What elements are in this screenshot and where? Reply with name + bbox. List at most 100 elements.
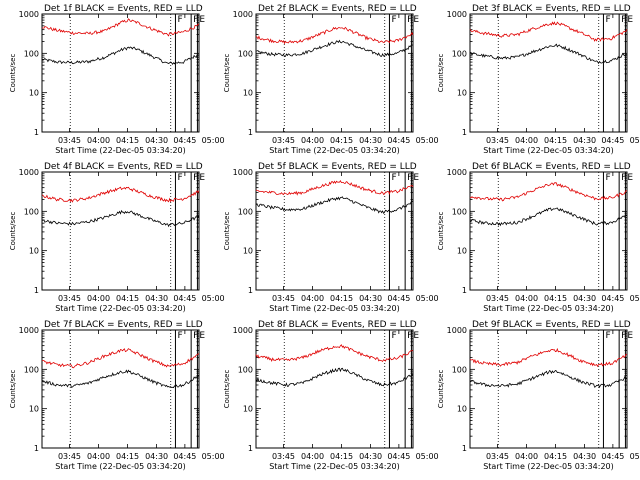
x-tick-label: 05:00 [202, 452, 225, 461]
detector-panel-4: Det 4f BLACK = Events, RED = LLD 1 10 100 10… [9, 162, 225, 313]
event-marker-label: F [621, 173, 626, 183]
x-tick-label: 05:00 [202, 136, 225, 145]
x-tick-label: 05:00 [630, 294, 640, 303]
y-tick-label: 10 [457, 247, 467, 256]
series-line-lld [41, 348, 200, 369]
y-tick-label: 1 [462, 444, 467, 453]
plot-frame [255, 329, 414, 449]
y-tick-label: 10 [29, 247, 39, 256]
x-tick-label: 04:00 [301, 294, 324, 303]
plot-frame [469, 329, 628, 449]
series-line-events [41, 369, 200, 389]
plot-frame [41, 171, 200, 291]
event-marker-label: E [413, 173, 419, 183]
x-tick-label: 03:45 [58, 136, 81, 145]
series-line-lld [469, 182, 628, 202]
plot-frame [41, 329, 200, 449]
x-axis-label: Start Time (22-Dec-05 03:34:20) [55, 462, 186, 471]
y-tick-label: 1 [34, 286, 39, 295]
x-axis-label: Start Time (22-Dec-05 03:34:20) [269, 462, 400, 471]
y-axis-label: Counts/sec [223, 212, 231, 251]
y-axis-label: Counts/sec [223, 54, 231, 93]
x-tick-label: 03:45 [486, 294, 509, 303]
y-tick-label: 10 [243, 247, 253, 256]
x-axis-label: Start Time (22-Dec-05 03:34:20) [483, 304, 614, 313]
detector-panel-7: Det 7f BLACK = Events, RED = LLD 1 10 100 10… [9, 320, 225, 471]
panel-title: Det 9f BLACK = Events, RED = LLD [472, 320, 631, 330]
x-tick-label: 04:45 [173, 452, 196, 461]
y-tick-label: 1 [462, 286, 467, 295]
detector-panel-6: Det 6f BLACK = Events, RED = LLD 1 10 100 10… [437, 162, 640, 313]
x-tick-label: 04:15 [116, 136, 139, 145]
plot-frame [255, 13, 414, 133]
panel-title: Det 6f BLACK = Events, RED = LLD [472, 162, 631, 172]
event-marker-label: F [605, 331, 610, 341]
x-tick-label: 04:15 [544, 136, 567, 145]
y-tick-label: 100 [24, 49, 39, 58]
y-tick-label: 100 [452, 49, 467, 58]
x-tick-label: 04:15 [544, 452, 567, 461]
x-axis-label: Start Time (22-Dec-05 03:34:20) [483, 462, 614, 471]
series-line-events [469, 43, 628, 65]
panel-title: Det 1f BLACK = Events, RED = LLD [44, 4, 203, 14]
y-tick-label: 10 [29, 89, 39, 98]
x-tick-label: 04:30 [145, 136, 168, 145]
x-tick-label: 05:00 [202, 294, 225, 303]
x-tick-label: 04:45 [601, 136, 624, 145]
event-marker-label: E [199, 173, 205, 183]
event-marker-label: F [193, 331, 198, 341]
x-tick-label: 05:00 [416, 136, 439, 145]
x-tick-label: 05:00 [416, 452, 439, 461]
y-tick-label: 1000 [19, 10, 39, 19]
y-tick-label: 100 [24, 207, 39, 216]
x-tick-label: 04:15 [330, 136, 353, 145]
y-tick-label: 1000 [447, 10, 467, 19]
event-marker-label: F [407, 173, 412, 183]
x-tick-label: 04:00 [87, 452, 110, 461]
series-line-events [469, 370, 628, 389]
x-tick-label: 04:15 [116, 294, 139, 303]
x-tick-label: 04:45 [173, 294, 196, 303]
x-tick-label: 03:45 [272, 294, 295, 303]
x-axis-label: Start Time (22-Dec-05 03:34:20) [269, 146, 400, 155]
detector-panel-9: Det 9f BLACK = Events, RED = LLD 1 10 100 10… [437, 320, 640, 471]
event-marker-label: E [413, 15, 419, 25]
x-tick-label: 04:30 [573, 294, 596, 303]
x-tick-label: 04:15 [544, 294, 567, 303]
series-line-lld [469, 347, 628, 368]
y-tick-label: 10 [29, 405, 39, 414]
x-tick-label: 04:00 [515, 136, 538, 145]
plot-frame [469, 171, 628, 291]
y-tick-label: 1000 [233, 326, 253, 335]
event-marker-label: E [199, 331, 205, 341]
x-tick-label: 04:45 [387, 452, 410, 461]
y-tick-label: 100 [238, 207, 253, 216]
y-tick-label: 1 [248, 444, 253, 453]
y-axis-label: Counts/sec [437, 212, 445, 251]
x-tick-label: 04:15 [330, 452, 353, 461]
y-axis-label: Counts/sec [9, 54, 17, 93]
y-tick-label: 100 [452, 207, 467, 216]
y-axis-label: Counts/sec [9, 370, 17, 409]
event-marker-label: F [177, 331, 182, 341]
x-tick-label: 04:00 [301, 136, 324, 145]
series-line-lld [255, 344, 414, 362]
event-marker-label: F [193, 173, 198, 183]
event-marker-label: E [627, 15, 633, 25]
detector-panel-1: Det 1f BLACK = Events, RED = LLD 1 10 100 10… [9, 4, 225, 155]
x-axis-label: Start Time (22-Dec-05 03:34:20) [55, 304, 186, 313]
y-tick-label: 10 [457, 405, 467, 414]
series-line-lld [255, 180, 414, 196]
x-axis-label: Start Time (22-Dec-05 03:34:20) [269, 304, 400, 313]
x-tick-label: 03:45 [58, 294, 81, 303]
x-tick-label: 04:45 [387, 136, 410, 145]
x-tick-label: 04:30 [359, 136, 382, 145]
detector-panel-2: Det 2f BLACK = Events, RED = LLD 1 10 100 10… [223, 4, 439, 155]
x-tick-label: 05:00 [416, 294, 439, 303]
y-axis-label: Counts/sec [437, 54, 445, 93]
x-tick-label: 03:45 [486, 452, 509, 461]
x-tick-label: 04:15 [330, 294, 353, 303]
y-tick-label: 1 [462, 128, 467, 137]
event-marker-label: F [605, 15, 610, 25]
y-tick-label: 1000 [447, 168, 467, 177]
